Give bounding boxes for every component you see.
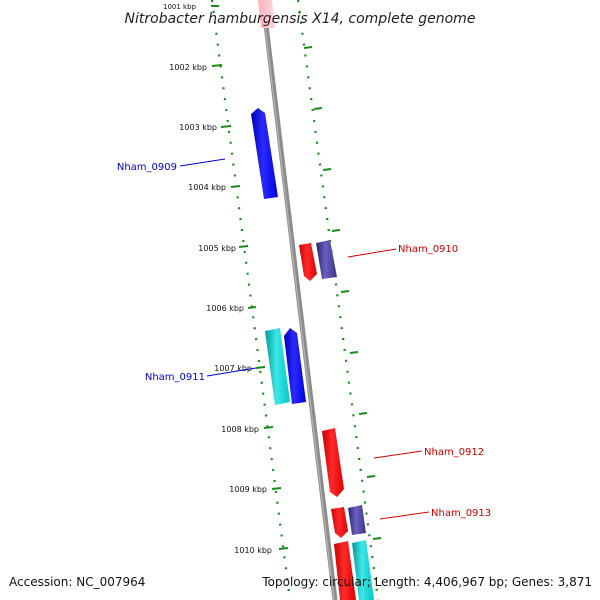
genome-backbone: [260, 0, 338, 600]
kbp-tick: [220, 125, 232, 128]
gene-feature-pink: [258, 0, 275, 28]
kbp-tick: [211, 64, 223, 67]
gene-label-nham-0911[interactable]: Nham_0911: [145, 372, 205, 383]
gene-feature-nham-0909: [251, 108, 278, 199]
kbp-label: 1003 kbp: [179, 123, 217, 132]
map-title: Nitrobacter hamburgensis X14, complete g…: [125, 11, 476, 27]
outer-ruler: [296, 0, 380, 600]
kbp-tick: [247, 306, 257, 309]
genome-backbone-highlight: [261, 0, 335, 600]
gene-feature-cyan-bottom: [352, 540, 374, 600]
accession-text: Accession: NC_007964: [9, 575, 146, 589]
kbp-tick: [255, 366, 266, 369]
gene-label-nham-0912[interactable]: Nham_0912: [424, 447, 484, 458]
kbp-tick: [238, 245, 249, 248]
kbp-labels: 1001 kbp 1002 kbp 1003 kbp 1004 kbp 1005…: [163, 3, 272, 555]
kbp-tick: [278, 547, 289, 550]
kbp-tick: [263, 426, 274, 429]
leader-lines: [179, 158, 430, 520]
gene-feature-cyan: [265, 328, 290, 405]
gene-feature-nham-0913: [331, 507, 348, 538]
gene-feature-slate-2: [348, 505, 366, 535]
kbp-label: 1004 kbp: [188, 183, 226, 192]
kbp-label: 1007 kbp: [214, 364, 252, 373]
gene-labels: Nham_0909 Nham_0910 Nham_0911 Nham_0912 …: [117, 162, 491, 519]
inner-ruler: [210, 0, 292, 600]
leader-line-nham-0909: [179, 158, 226, 167]
gene-label-nham-0909[interactable]: Nham_0909: [117, 162, 177, 173]
gene-label-nham-0910[interactable]: Nham_0910: [398, 244, 458, 255]
leader-line-nham-0913: [379, 511, 430, 520]
leader-line-nham-0912: [373, 450, 423, 459]
kbp-label: 1008 kbp: [221, 425, 259, 434]
kbp-label: 1001 kbp: [163, 3, 197, 11]
topology-text: Topology: circular; Length: 4,406,967 bp…: [262, 575, 592, 589]
gene-label-nham-0913[interactable]: Nham_0913: [431, 508, 491, 519]
kbp-label: 1010 kbp: [234, 546, 272, 555]
gene-feature-nham-0911: [284, 328, 306, 404]
outer-ruler-ticks: [303, 46, 382, 540]
leader-line-nham-0911: [206, 367, 257, 377]
gene-feature-slate: [316, 240, 337, 279]
kbp-label: 1006 kbp: [206, 304, 244, 313]
kbp-label: 1009 kbp: [229, 485, 267, 494]
kbp-label: 1005 kbp: [198, 244, 236, 253]
kbp-tick: [230, 185, 241, 188]
gene-feature-nham-0912: [322, 428, 344, 497]
kbp-ticks: [211, 5, 289, 550]
kbp-tick: [271, 487, 282, 490]
gene-features: [251, 0, 374, 600]
leader-line-nham-0910: [347, 248, 397, 258]
gene-feature-red-bottom: [334, 541, 356, 600]
kbp-label: 1002 kbp: [169, 63, 207, 72]
gene-feature-nham-0910: [299, 243, 317, 281]
